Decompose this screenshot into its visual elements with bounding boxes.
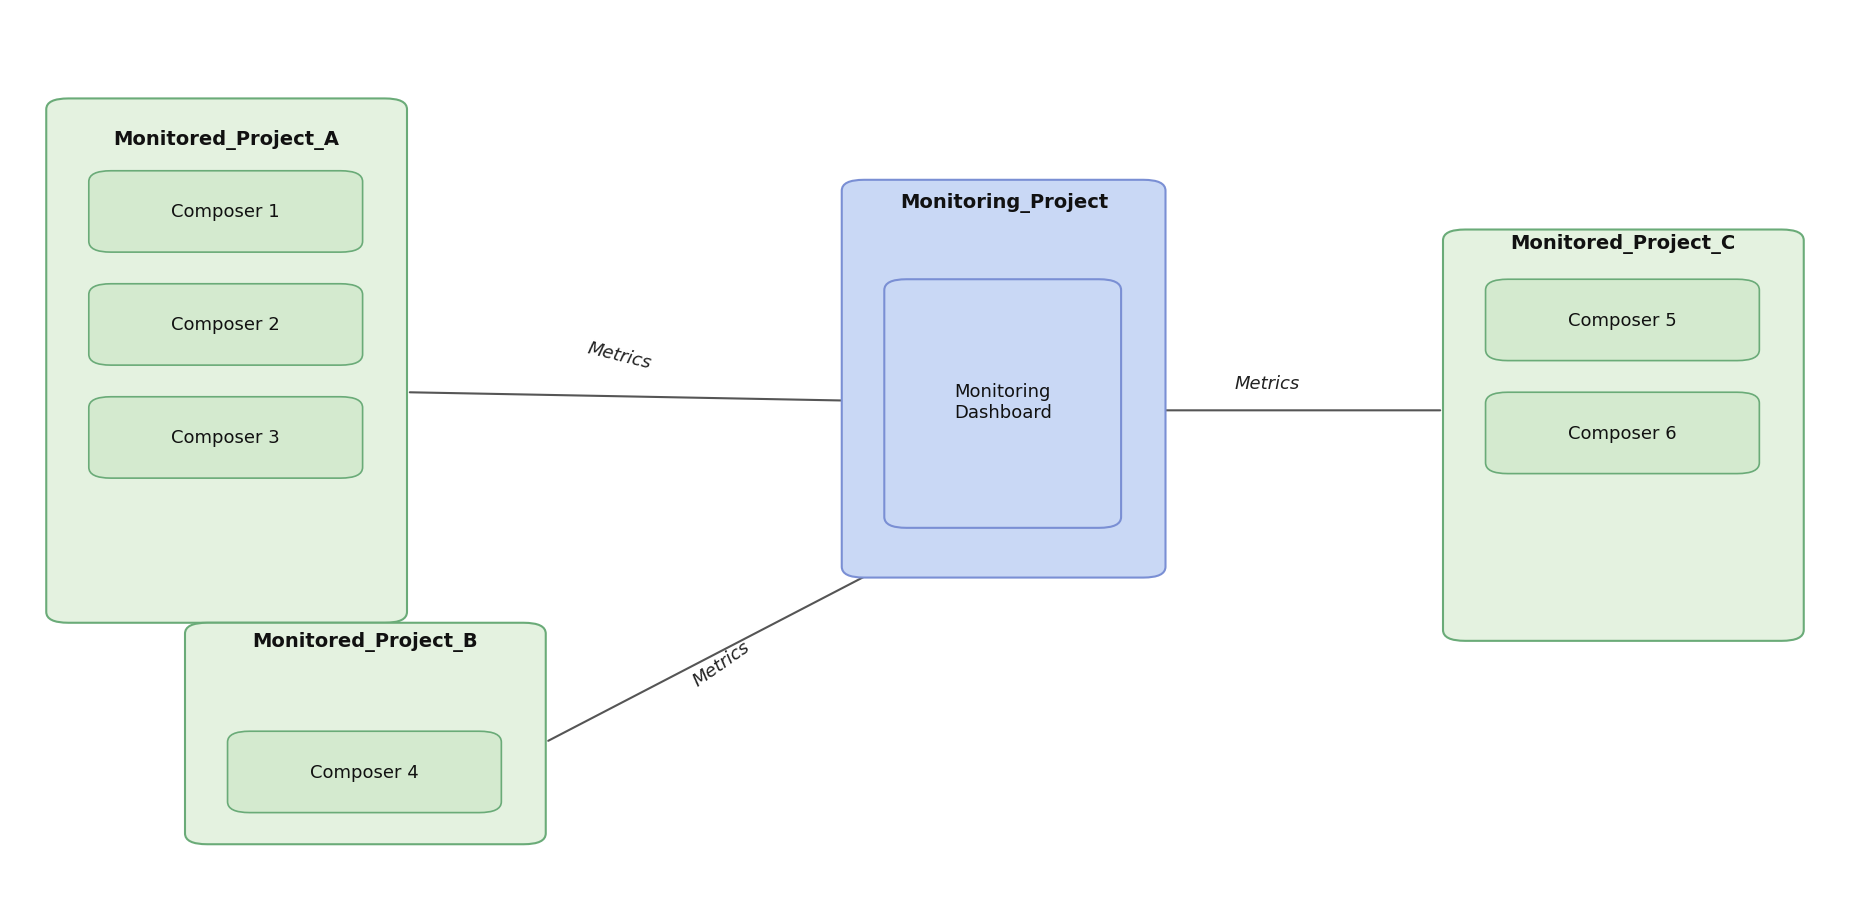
FancyBboxPatch shape xyxy=(89,284,363,366)
FancyBboxPatch shape xyxy=(884,280,1121,528)
Text: Monitored_Project_B: Monitored_Project_B xyxy=(253,631,477,651)
FancyBboxPatch shape xyxy=(89,172,363,253)
Text: Composer 6: Composer 6 xyxy=(1569,424,1676,442)
Text: Composer 4: Composer 4 xyxy=(311,763,418,781)
FancyBboxPatch shape xyxy=(228,731,501,813)
FancyBboxPatch shape xyxy=(89,397,363,479)
Text: Composer 3: Composer 3 xyxy=(172,429,279,447)
Text: Monitoring_Project: Monitoring_Project xyxy=(901,193,1108,213)
FancyBboxPatch shape xyxy=(1486,393,1759,474)
Text: Composer 2: Composer 2 xyxy=(172,316,279,334)
FancyBboxPatch shape xyxy=(185,623,546,844)
FancyBboxPatch shape xyxy=(46,99,407,623)
FancyBboxPatch shape xyxy=(842,181,1166,578)
Text: Composer 5: Composer 5 xyxy=(1569,312,1676,330)
Text: Monitored_Project_C: Monitored_Project_C xyxy=(1511,234,1735,254)
Text: Metrics: Metrics xyxy=(586,340,653,372)
Text: Monitored_Project_A: Monitored_Project_A xyxy=(113,130,340,150)
Text: Metrics: Metrics xyxy=(1234,375,1301,393)
Text: Monitoring
Dashboard: Monitoring Dashboard xyxy=(955,383,1051,421)
FancyBboxPatch shape xyxy=(1486,280,1759,361)
FancyBboxPatch shape xyxy=(1443,230,1804,641)
Text: Metrics: Metrics xyxy=(690,638,753,690)
Text: Composer 1: Composer 1 xyxy=(172,203,279,221)
